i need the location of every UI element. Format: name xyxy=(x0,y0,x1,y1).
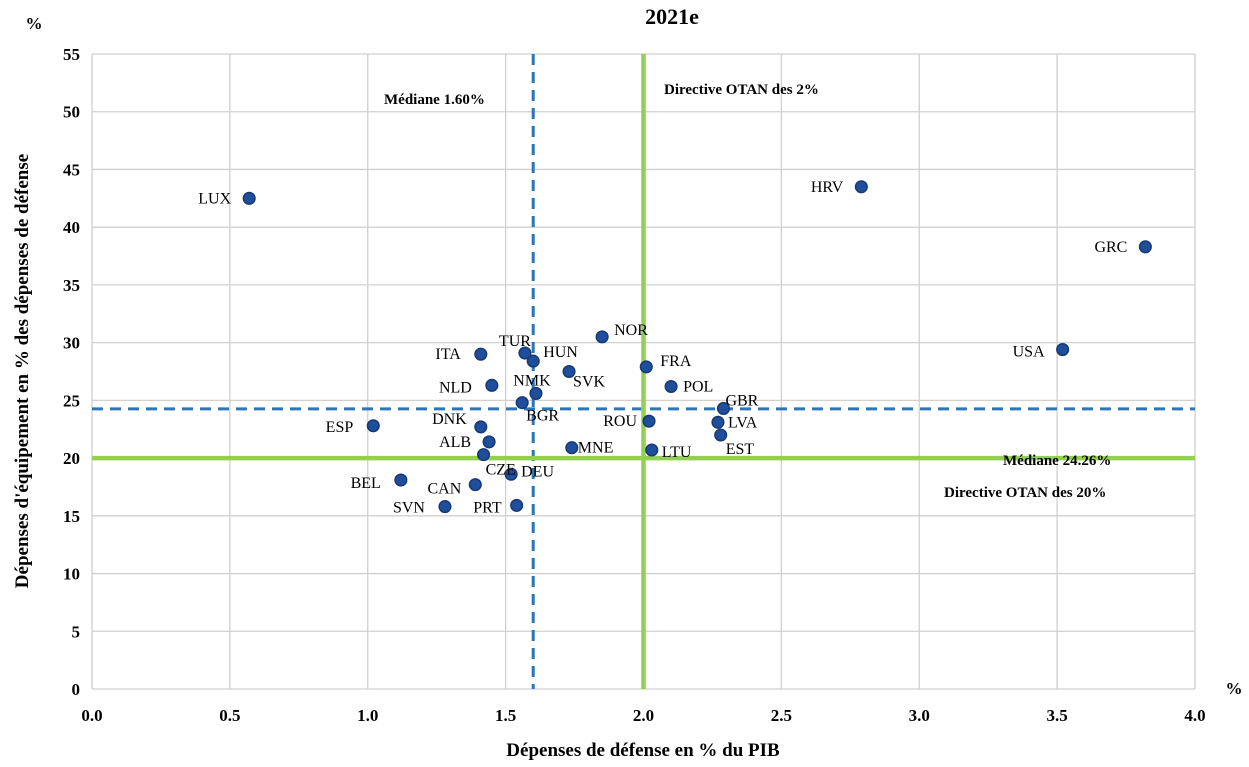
data-point xyxy=(394,473,408,487)
data-point xyxy=(595,330,609,344)
x-tick-label: 3.0 xyxy=(909,706,930,725)
data-point xyxy=(438,500,452,514)
point-labels: LUX HRV GRC USA NOR TUR ITA HUN FRA SVK NLD POL NMK B… xyxy=(198,179,1127,517)
data-point xyxy=(639,360,653,374)
y-tick-labels: 0 5 10 15 20 25 30 35 40 45 50 55 xyxy=(63,45,80,699)
data-point xyxy=(242,191,256,205)
point-label: CAN xyxy=(428,481,462,498)
y-tick-label: 20 xyxy=(63,449,80,468)
y-tick-label: 25 xyxy=(63,391,80,410)
chart-title: 2021e xyxy=(645,4,699,29)
data-point xyxy=(645,443,659,457)
point-label: PRT xyxy=(473,499,502,516)
y-tick-label: 10 xyxy=(63,565,80,584)
point-label: USA xyxy=(1013,344,1045,361)
point-label: ESP xyxy=(326,419,354,436)
y-axis-label: Dépenses d'équipement en % des dépenses … xyxy=(12,154,33,588)
y-tick-label: 50 xyxy=(63,103,80,122)
data-point xyxy=(854,180,868,194)
point-label: ITA xyxy=(435,346,461,363)
x-tick-label: 1.5 xyxy=(495,706,516,725)
data-point xyxy=(366,419,380,433)
data-point xyxy=(642,414,656,428)
point-label: SVN xyxy=(393,500,425,517)
point-label: ALB xyxy=(439,434,471,451)
point-label: DEU xyxy=(521,463,554,480)
reference-line-label: Médiane 24.26% xyxy=(1003,453,1111,469)
x-axis-label: Dépenses de défense en % du PIB xyxy=(506,740,780,761)
data-point xyxy=(711,415,725,429)
data-points xyxy=(242,180,1152,514)
data-point xyxy=(664,379,678,394)
x-tick-label: 3.5 xyxy=(1047,706,1068,725)
x-tick-label: 0.5 xyxy=(219,706,240,725)
data-point xyxy=(1056,343,1070,357)
point-label: CZE xyxy=(486,462,516,479)
point-label: GBR xyxy=(725,392,758,409)
data-point xyxy=(504,467,518,481)
x-tick-label: 2.5 xyxy=(771,706,792,725)
y-tick-label: 5 xyxy=(72,622,81,641)
point-label: HUN xyxy=(543,344,578,361)
x-tick-label: 2.0 xyxy=(633,706,654,725)
data-point xyxy=(529,386,543,400)
data-point xyxy=(714,428,728,442)
x-unit-label: % xyxy=(1226,679,1243,698)
reference-line-label: Directive OTAN des 20% xyxy=(944,485,1106,501)
data-point xyxy=(565,441,579,455)
y-tick-label: 15 xyxy=(63,507,80,526)
point-label: LUX xyxy=(198,190,231,207)
point-label: ROU xyxy=(603,413,637,430)
y-unit-label: % xyxy=(26,14,43,33)
y-tick-label: 0 xyxy=(72,680,81,699)
point-label: EST xyxy=(726,441,755,458)
data-point xyxy=(518,346,532,360)
reference-line-label: Directive OTAN des 2% xyxy=(664,82,819,98)
data-point xyxy=(482,435,496,449)
point-label: BGR xyxy=(526,408,559,425)
x-tick-label: 4.0 xyxy=(1184,706,1205,725)
point-label: TUR xyxy=(499,333,531,350)
y-tick-label: 40 xyxy=(63,218,80,237)
point-label: NLD xyxy=(439,379,472,396)
point-label: SVK xyxy=(573,374,605,391)
data-point xyxy=(562,364,576,379)
x-tick-labels: 0.0 0.5 1.0 1.5 2.0 2.5 3.0 3.5 4.0 xyxy=(81,706,1205,725)
reference-line-labels: Médiane 1.60% Médiane 24.26% Directive OTA… xyxy=(384,82,1111,501)
data-point xyxy=(477,448,491,462)
x-tick-label: 1.0 xyxy=(357,706,378,725)
y-tick-label: 35 xyxy=(63,276,80,295)
point-label: NMK xyxy=(513,372,551,389)
data-point xyxy=(474,420,488,434)
y-tick-label: 55 xyxy=(63,45,80,64)
point-label: POL xyxy=(683,379,713,396)
data-point xyxy=(485,378,499,392)
point-label: BEL xyxy=(351,475,381,492)
data-point xyxy=(1138,240,1152,254)
reference-line-label: Médiane 1.60% xyxy=(384,92,485,108)
data-point xyxy=(474,347,488,361)
data-point xyxy=(468,478,482,492)
point-label: MNE xyxy=(578,440,614,457)
data-point xyxy=(515,396,529,410)
data-point xyxy=(526,354,540,368)
point-label: NOR xyxy=(614,322,648,339)
y-tick-label: 45 xyxy=(63,160,80,179)
point-label: LTU xyxy=(662,444,692,461)
point-label: HRV xyxy=(811,179,844,196)
data-point xyxy=(510,498,524,512)
point-label: DNK xyxy=(432,411,467,428)
point-label: GRC xyxy=(1094,239,1127,256)
data-point xyxy=(716,401,731,415)
point-label: LVA xyxy=(728,414,758,431)
y-tick-label: 30 xyxy=(63,334,80,353)
point-label: FRA xyxy=(660,353,692,370)
x-tick-label: 0.0 xyxy=(81,706,102,725)
